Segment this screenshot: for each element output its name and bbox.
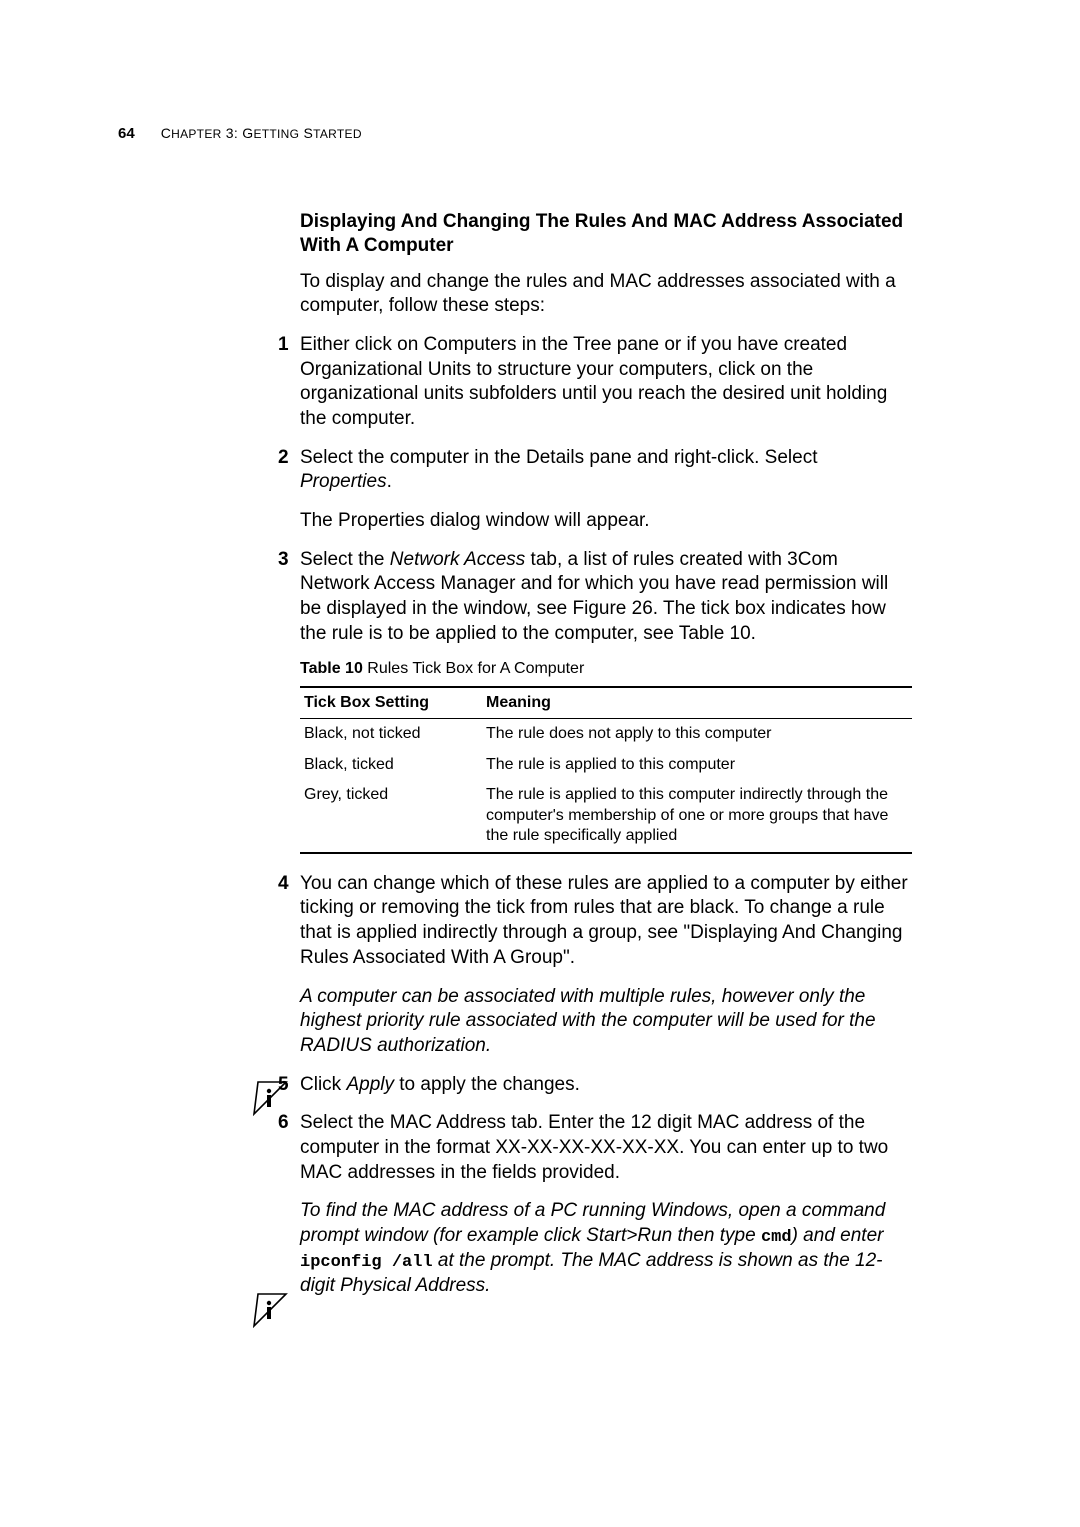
step-text: Select the Network Access tab, a list of… [300,548,912,647]
step-text: Either click on Computers in the Tree pa… [300,333,912,432]
step-number: 6 [278,1111,300,1185]
text-run: to apply the changes. [394,1074,580,1095]
step-1: 1 Either click on Computers in the Tree … [300,333,912,432]
caption-label: Table 10 [300,660,363,677]
body-content: Displaying And Changing The Rules And MA… [300,210,912,1313]
table-cell: The rule is applied to this computer [482,750,912,780]
table-cell: Black, not ticked [300,719,482,750]
table-cell: Black, ticked [300,750,482,780]
rules-table: Tick Box Setting Meaning Black, not tick… [300,686,912,853]
step-text: Click Apply to apply the changes. [300,1073,580,1098]
section-heading: Displaying And Changing The Rules And MA… [300,210,912,258]
table-header-cell: Tick Box Setting [300,687,482,719]
step-number: 4 [278,872,300,971]
text-run: Click [300,1074,346,1095]
running-header: 64 CHAPTER 3: GETTING STARTED [118,125,362,142]
step-number: 3 [278,548,300,647]
step-2: 2 Select the computer in the Details pan… [300,446,912,495]
table-header-row: Tick Box Setting Meaning [300,687,912,719]
step-number: 1 [278,333,300,432]
text-italic: ) and enter [792,1225,884,1246]
table-cell: Grey, ticked [300,780,482,852]
text-run: Select the computer in the Details pane … [300,447,818,468]
step-number: 2 [278,446,300,495]
info-icon [252,1080,288,1116]
code-run: ipconfig /all [300,1253,433,1272]
note-1-text: A computer can be associated with multip… [300,985,912,1059]
table-cell: The rule does not apply to this computer [482,719,912,750]
note-2-text: To find the MAC address of a PC running … [300,1199,912,1299]
step-4: 4 You can change which of these rules ar… [300,872,912,971]
table-row: Grey, ticked The rule is applied to this… [300,780,912,852]
step-3: 3 Select the Network Access tab, a list … [300,548,912,647]
info-icon-svg [252,1080,288,1116]
table-header-cell: Meaning [482,687,912,719]
caption-text: Rules Tick Box for A Computer [363,660,584,677]
step-2-sub: The Properties dialog window will appear… [300,509,912,534]
step-5: 5 Click Apply to apply the changes. [300,1073,912,1098]
info-icon-svg [252,1292,288,1328]
step-text: Select the MAC Address tab. Enter the 12… [300,1111,912,1185]
step-text: Select the computer in the Details pane … [300,446,912,495]
text-run: . [387,471,392,492]
table-row: Black, not ticked The rule does not appl… [300,719,912,750]
text-run: Select the [300,549,390,570]
page-number: 64 [118,125,135,142]
intro-paragraph: To display and change the rules and MAC … [300,270,912,319]
code-run: cmd [761,1228,792,1247]
table-caption: Table 10 Rules Tick Box for A Computer [300,660,912,678]
info-icon [252,1292,288,1328]
step-text: You can change which of these rules are … [300,872,912,971]
page: 64 CHAPTER 3: GETTING STARTED Displaying… [0,0,1080,1527]
text-italic: Network Access [390,549,526,570]
step-6: 6 Select the MAC Address tab. Enter the … [300,1111,912,1185]
chapter-label: CHAPTER 3: GETTING STARTED [161,125,362,141]
text-italic: Properties [300,471,387,492]
table-row: Black, ticked The rule is applied to thi… [300,750,912,780]
text-italic: Apply [346,1074,394,1095]
spacer [300,854,912,872]
table-cell: The rule is applied to this computer ind… [482,780,912,852]
